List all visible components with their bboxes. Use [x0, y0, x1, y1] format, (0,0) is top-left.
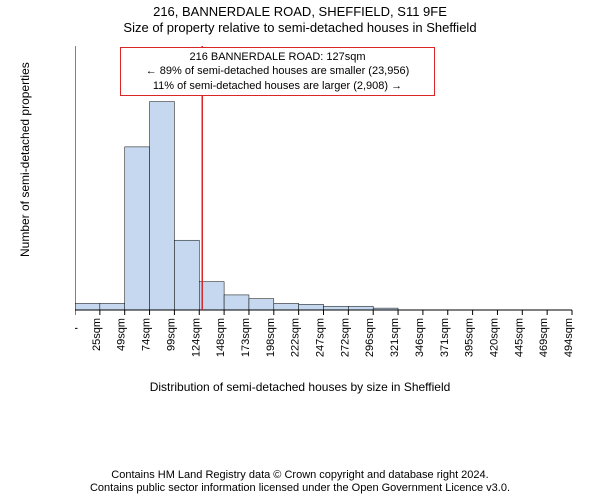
page-subtitle: Size of property relative to semi-detach…: [0, 20, 600, 35]
footer-line1: Contains HM Land Registry data © Crown c…: [0, 469, 600, 483]
svg-text:272sqm: 272sqm: [339, 318, 351, 357]
svg-text:469sqm: 469sqm: [538, 318, 550, 357]
svg-text:25sqm: 25sqm: [91, 318, 103, 351]
svg-text:124sqm: 124sqm: [190, 318, 202, 357]
svg-text:49sqm: 49sqm: [116, 318, 128, 351]
y-axis-label: Number of semi-detached properties: [18, 62, 32, 257]
svg-text:148sqm: 148sqm: [215, 318, 227, 357]
reference-annotation: 216 BANNERDALE ROAD: 127sqm ← 89% of sem…: [120, 47, 435, 96]
footer-attribution: Contains HM Land Registry data © Crown c…: [0, 469, 600, 497]
svg-text:222sqm: 222sqm: [290, 318, 302, 357]
svg-text:321sqm: 321sqm: [389, 318, 401, 357]
svg-text:296sqm: 296sqm: [364, 318, 376, 357]
svg-text:0sqm: 0sqm: [75, 318, 78, 345]
footer-line2: Contains public sector information licen…: [0, 482, 600, 496]
svg-text:395sqm: 395sqm: [464, 318, 476, 357]
page-title: 216, BANNERDALE ROAD, SHEFFIELD, S11 9FE: [0, 4, 600, 19]
svg-text:74sqm: 74sqm: [141, 318, 153, 351]
svg-text:247sqm: 247sqm: [315, 318, 327, 357]
svg-text:198sqm: 198sqm: [265, 318, 277, 357]
svg-text:445sqm: 445sqm: [513, 318, 525, 357]
annotation-line3: 11% of semi-detached houses are larger (…: [125, 79, 430, 93]
svg-text:99sqm: 99sqm: [165, 318, 177, 351]
svg-text:420sqm: 420sqm: [488, 318, 500, 357]
annotation-line1: 216 BANNERDALE ROAD: 127sqm: [125, 50, 430, 64]
svg-text:346sqm: 346sqm: [414, 318, 426, 357]
svg-text:494sqm: 494sqm: [563, 318, 575, 357]
svg-text:371sqm: 371sqm: [439, 318, 451, 357]
svg-text:173sqm: 173sqm: [240, 318, 252, 357]
annotation-line2: ← 89% of semi-detached houses are smalle…: [125, 64, 430, 78]
x-axis-label: Distribution of semi-detached houses by …: [0, 380, 600, 394]
